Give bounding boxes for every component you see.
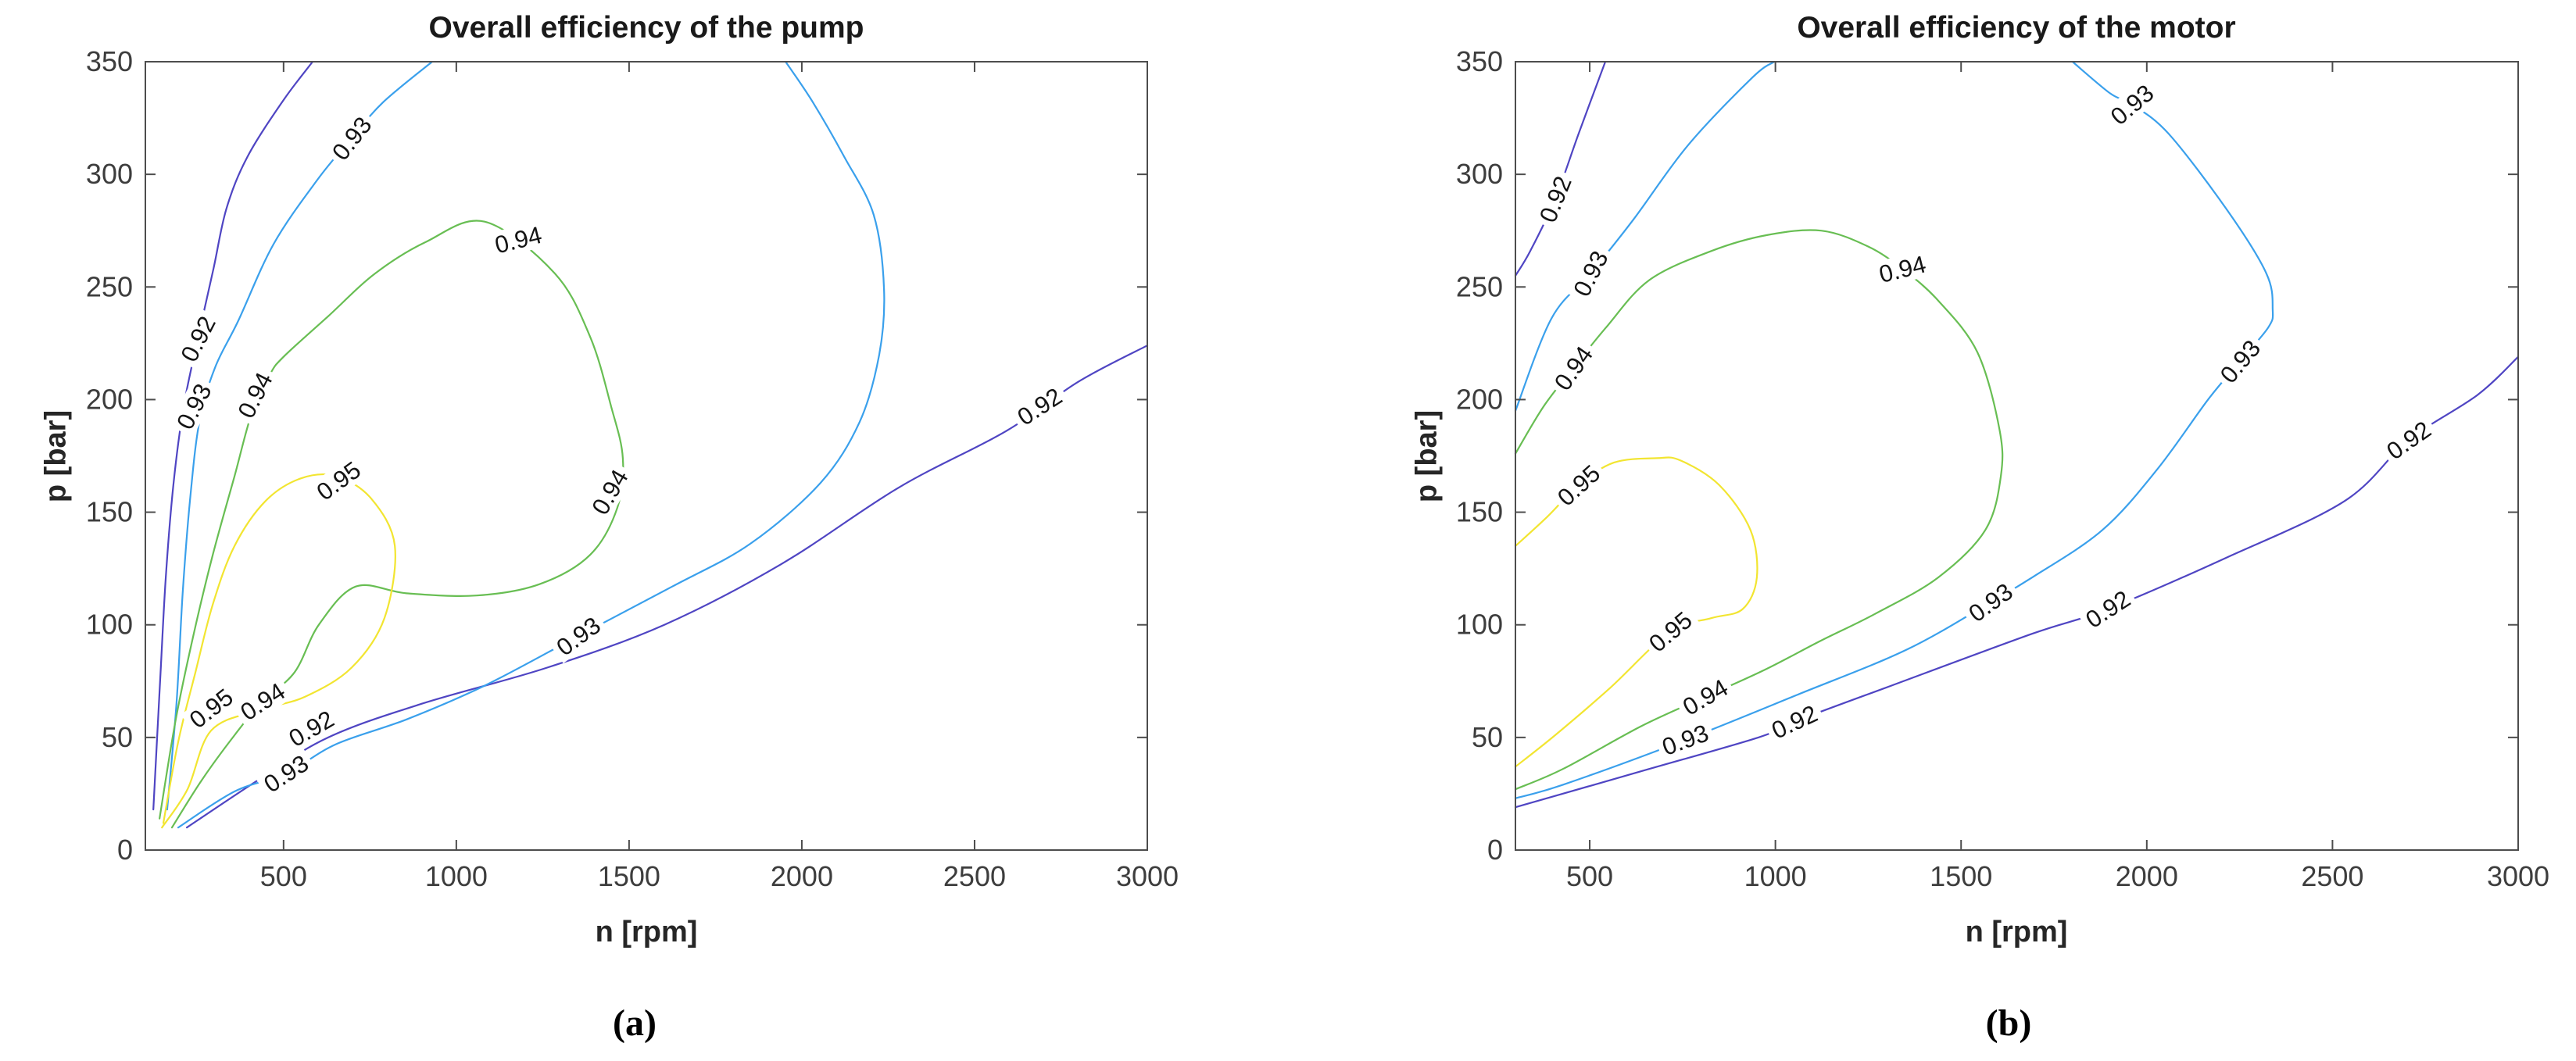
plot-a-caption: (a) [613, 1002, 657, 1044]
y-tick-label: 150 [1456, 496, 1503, 528]
x-tick-label: 1000 [425, 860, 488, 892]
plot-b-yaxis-label: p [bar] [1410, 409, 1444, 503]
y-tick-label: 150 [86, 496, 133, 528]
x-tick-label: 1500 [1930, 860, 1992, 892]
contour-line-0.94 [159, 220, 624, 829]
contour-label-0.93: 0.93 [1565, 242, 1615, 305]
y-tick-label: 200 [1456, 383, 1503, 415]
plot-b-xaxis-label: n [rpm] [1965, 916, 2068, 948]
contour-label-0.92: 0.92 [2077, 582, 2139, 636]
x-tick-label: 3000 [2487, 860, 2549, 892]
contour-label-0.94: 0.94 [230, 363, 280, 427]
plot-pump: 500 1000 1500 2000 2500 3000 0 50 100 150 200 250 30… [86, 45, 1179, 892]
contour-label-0.93: 0.93 [1654, 717, 1716, 762]
y-tick-label: 200 [86, 383, 133, 415]
contour-line-0.92 [185, 345, 1149, 829]
axes-box [145, 61, 1148, 851]
x-tick-label: 1000 [1744, 860, 1807, 892]
contour-label-0.94: 0.94 [1674, 671, 1737, 723]
y-tick-label: 300 [1456, 158, 1503, 190]
plot-a-xaxis-label: n [rpm] [595, 916, 698, 948]
contour-label-0.93: 0.93 [169, 375, 219, 438]
y-tick-label: 50 [102, 721, 133, 753]
x-tick-label: 2500 [943, 860, 1006, 892]
contour-label-0.94: 0.94 [1872, 248, 1934, 289]
plot-a-yaxis-label: p [bar] [39, 409, 73, 503]
contour-line-0.93 [1514, 60, 2274, 799]
contour-label-0.94: 0.94 [1546, 337, 1601, 399]
plot-a-title: Overall efficiency of the pump [428, 11, 864, 45]
contour-line-0.94 [1514, 229, 2004, 791]
x-tick-label: 500 [1566, 860, 1613, 892]
y-tick-label: 350 [1456, 45, 1503, 77]
contour-line-0.93 [177, 60, 886, 829]
x-tick-label: 2000 [771, 860, 833, 892]
contour-label-0.92: 0.92 [1532, 168, 1579, 230]
contour-label-0.93: 0.93 [2211, 330, 2269, 391]
y-tick-label: 250 [86, 270, 133, 302]
contour-label-0.93: 0.93 [2102, 76, 2163, 133]
x-tick-label: 3000 [1116, 860, 1179, 892]
axes-box [1515, 61, 2519, 851]
x-tick-label: 1500 [598, 860, 660, 892]
contour-label-0.93: 0.93 [1959, 574, 2021, 630]
y-tick-label: 350 [86, 45, 133, 77]
contour-label-0.95: 0.95 [307, 453, 370, 509]
contour-label-0.95: 0.95 [181, 680, 242, 736]
plot-motor: 500 1000 1500 2000 2500 3000 0 50 100 150 200 250 30… [1456, 45, 2549, 892]
contour-label-0.94: 0.94 [584, 460, 635, 523]
contour-label-0.95: 0.95 [1640, 603, 1701, 660]
y-tick-label: 250 [1456, 270, 1503, 302]
y-tick-label: 100 [86, 609, 133, 641]
y-tick-label: 300 [86, 158, 133, 190]
svg-text:0.92: 0.92 [1534, 173, 1577, 227]
svg-text:0.94: 0.94 [492, 221, 545, 259]
x-tick-label: 500 [260, 860, 307, 892]
contour-line-0.92 [152, 60, 314, 811]
plot-b-caption: (b) [1985, 1002, 2032, 1044]
contour-label-0.93: 0.93 [547, 609, 610, 664]
x-tick-label: 2500 [2301, 860, 2363, 892]
contour-label-0.94: 0.94 [487, 220, 549, 259]
contour-line-0.95 [1514, 456, 1758, 768]
y-tick-label: 50 [1472, 721, 1503, 753]
contour-line-0.93 [1514, 60, 1776, 412]
y-tick-label: 100 [1456, 609, 1503, 641]
contour-label-0.92: 0.92 [173, 307, 223, 370]
y-tick-label: 0 [117, 834, 133, 866]
contour-label-0.92: 0.92 [1008, 380, 1071, 433]
y-tick-label: 0 [1487, 834, 1503, 866]
svg-text:0.93: 0.93 [1658, 719, 1712, 761]
plot-b-title: Overall efficiency of the motor [1797, 11, 2236, 45]
contour-label-0.93: 0.93 [255, 747, 317, 800]
contour-label-0.92: 0.92 [2377, 413, 2440, 467]
x-tick-label: 2000 [2116, 860, 2178, 892]
